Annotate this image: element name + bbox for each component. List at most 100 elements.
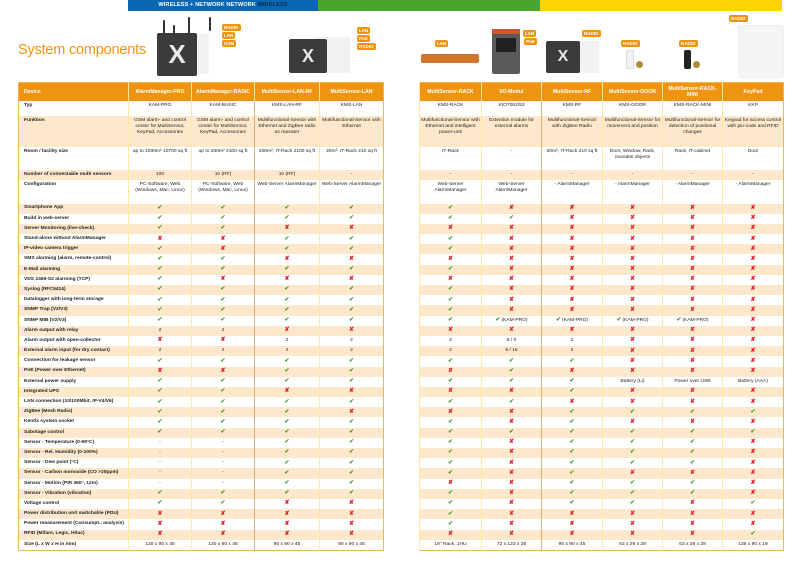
check-icon: ✔ — [157, 357, 163, 364]
cross-icon: ✘ — [508, 520, 515, 527]
cell-keypad: ✘ — [722, 386, 784, 398]
cell-multisensor-door: KMS-DOOR — [602, 100, 663, 116]
cross-icon: ✘ — [348, 388, 355, 395]
cross-icon: ✘ — [750, 480, 756, 487]
check-icon: ✔ — [220, 204, 226, 211]
cross-icon: ✘ — [689, 469, 696, 476]
cell-keypad: ✘ — [722, 417, 784, 428]
cross-icon: ✘ — [750, 337, 756, 344]
row-label: LAN connection (10/100Mbit, IP-V4/V6) — [24, 399, 114, 405]
cell-text: 200m², IT-Rack 2100 sq ft — [258, 148, 316, 154]
table-row-sensor-vibration-vibration: Sensor - Vibration (vibration) ✔ ✔ ✔ ✔ — [18, 488, 384, 499]
cell-text: - — [510, 171, 513, 177]
cell-multisensor-rf: ✔ — [541, 458, 603, 469]
cell-multisensor-lan: ✔ — [319, 285, 384, 296]
cross-icon: ✘ — [569, 204, 575, 211]
row-label: ZigBee (Mesh Radio) — [18, 407, 129, 418]
cell-keypad: ✘ — [722, 213, 784, 224]
cell-multisensor-rack: 2 — [419, 346, 482, 357]
cell-text: KAM-BASIC — [209, 102, 237, 108]
cell-i-o-modul: ✘ — [481, 498, 542, 510]
cell-multisensor-rack: ✔ — [419, 376, 482, 387]
tag-lan: LAN — [435, 40, 449, 47]
check-icon: ✔ — [447, 398, 454, 405]
cell-multisensor-rack-mini: ✘ — [662, 356, 723, 367]
banner-wireless-network: WIRELESS + NETWORK NETWORK WIRELESS — [128, 0, 318, 11]
cell-multisensor-rf: 2 — [541, 346, 603, 357]
table-row-connection-for-leakage-sensor: Connection for leakage sensor ✔ ✔ ✔ ✔ — [19, 356, 384, 367]
cell-multisensor-rack: ✔ — [419, 437, 482, 448]
cell-alarmmanager-pro: ✔ — [128, 213, 192, 224]
check-icon: ✔ — [284, 357, 290, 364]
check-icon: ✔ — [284, 398, 290, 405]
cross-icon: ✘ — [750, 317, 756, 324]
cell-text: 130 x 90 x 45 — [145, 541, 175, 547]
cell-text: - — [159, 439, 161, 445]
cell-alarmmanager-pro: ✔ — [128, 356, 192, 367]
cross-icon: ✘ — [447, 276, 454, 283]
cell-multisensor-lan: ✘ — [319, 519, 384, 530]
table-row-external-power-supply: ✔ ✔ ✔ Battery (Li) Power over USB Battery (AA… — [419, 376, 784, 387]
cell-i-o-modul: ✘ — [481, 478, 542, 489]
cross-icon: ✘ — [508, 245, 515, 252]
cell-multisensor-lan: ✔ — [319, 234, 384, 245]
cell-multisensor-rf: ✘ — [541, 509, 603, 520]
cell-alarmmanager-pro: ✔ — [128, 285, 192, 296]
check-icon: ✔ — [348, 296, 355, 303]
cell-multisensor-door: - AlarmManager — [602, 179, 663, 204]
row-label: Server Monitoring (live-check) — [18, 223, 129, 235]
cell-alarmmanager-pro: ✔ — [128, 488, 192, 499]
cross-icon: ✘ — [508, 459, 515, 466]
cell-multisensor-rack: ✔ — [419, 519, 482, 530]
row-label: SNMP Trap (V2/V3) — [18, 305, 129, 316]
cell-multisensor-lan-rf: 2 — [254, 335, 320, 347]
check-icon: ✔ — [284, 418, 290, 425]
check-icon: ✔ — [220, 388, 226, 395]
check-icon: ✔ — [629, 449, 636, 456]
cross-icon: ✘ — [348, 510, 355, 517]
cross-icon: ✘ — [689, 327, 696, 334]
cell-keypad: ✔ — [722, 529, 784, 540]
cell-multisensor-rack-mini: ✔ — [662, 448, 723, 459]
column-header-multisensor-lan: MultiSensor-LAN — [319, 82, 384, 101]
cell-multisensor-rack-mini: ✘ — [662, 397, 723, 408]
cross-icon: ✘ — [750, 286, 756, 293]
cross-icon: ✘ — [689, 398, 696, 405]
cell-text: 63 x 29 x 28 — [679, 541, 706, 547]
cross-icon: ✘ — [689, 520, 696, 527]
cell-i-o-modul: 8 / 16 — [481, 346, 542, 357]
cell-keypad: ✘ — [722, 519, 784, 530]
cell-keypad: ✘ — [722, 458, 784, 469]
check-icon: ✔ — [447, 286, 454, 293]
cell-keypad: ✘ — [722, 478, 784, 489]
table-row-voltage-control: ✔ ✘ ✔ ✔ ✘ ✔ — [419, 498, 784, 510]
table-row-external-power-supply: External power supply ✔ ✔ ✔ ✔ — [19, 376, 384, 387]
cell-multisensor-lan-rf: ✔ — [254, 366, 320, 377]
table-row-syslog-rfc5424: Syslog (RFC5424) ✔ ✔ ✔ ✔ — [18, 285, 384, 296]
row-label: Alarm output with relay — [18, 325, 129, 336]
table-row-ip-video-camera-trigger: IP-video camera trigger ✔ ✘ ✔ ✔ — [18, 244, 384, 255]
check-icon: ✔ — [348, 306, 355, 313]
row-label: Configuration — [24, 181, 57, 187]
cell-keypad: Door — [722, 146, 784, 170]
cross-icon: ✘ — [689, 418, 696, 425]
cell-alarmmanager-basic: ✔ — [191, 203, 255, 214]
cell-multisensor-door: ✘ — [602, 203, 663, 214]
tag-gsm: GSM — [222, 40, 237, 47]
cell-multisensor-door: ✘ — [602, 335, 663, 347]
cell-multisensor-lan-rf: ✘ — [254, 223, 320, 235]
cell-multisensor-lan: ✔ — [319, 417, 384, 428]
column-header-alarmmanager-pro: AlarmManager-PRO — [128, 82, 192, 101]
cross-icon: ✘ — [569, 276, 575, 283]
check-icon: ✔ — [689, 490, 696, 497]
cell-multisensor-rf: ✘ — [541, 234, 603, 245]
cell-multisensor-door: ✘ — [602, 274, 663, 285]
column-header-keypad: KeyPad — [722, 82, 784, 101]
cross-icon: ✘ — [284, 530, 290, 537]
cross-icon: ✘ — [508, 408, 515, 415]
check-icon: ✔ — [348, 215, 355, 222]
check-icon: ✔ — [689, 429, 696, 436]
table-row-integrated-ups: ✘ ✘ ✔ ✘ ✘ ✘ — [419, 386, 784, 398]
cell-multisensor-rf: ✔ — [541, 376, 603, 387]
cell-text: up to 200m² 2100 sq ft — [198, 148, 248, 154]
